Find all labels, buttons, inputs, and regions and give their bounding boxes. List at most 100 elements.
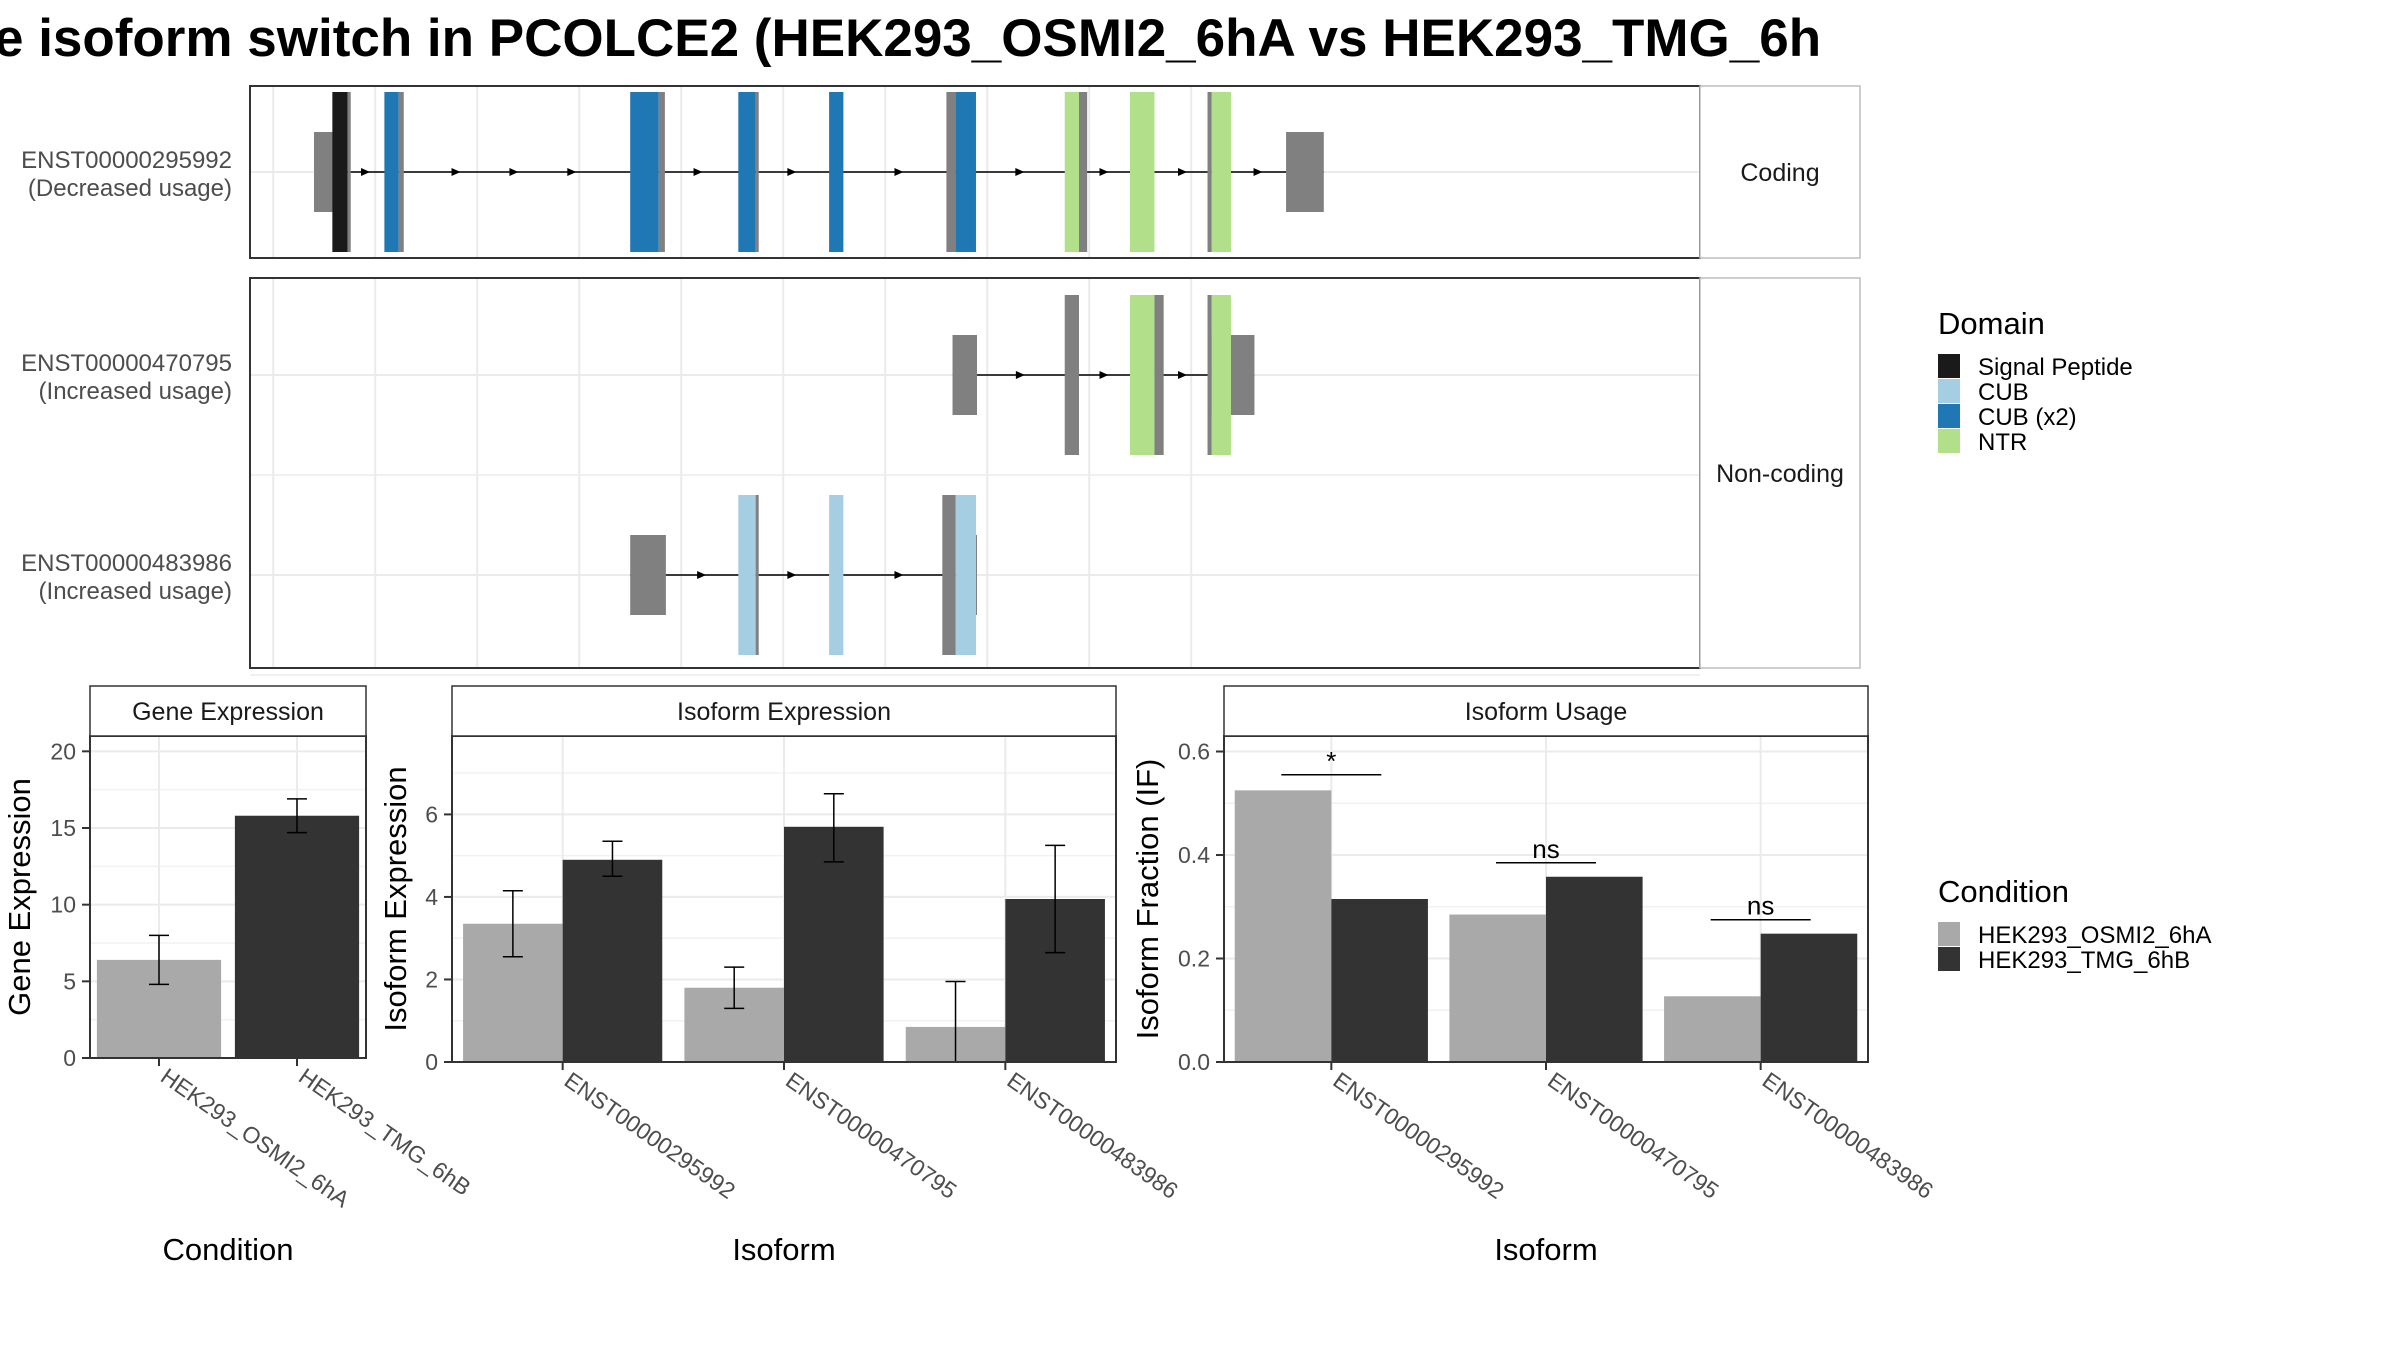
intron-arrow: [567, 168, 577, 176]
exon-noncoding-part: [1079, 92, 1088, 252]
exon-noncoding-part: [942, 495, 956, 655]
exon-block: [384, 92, 399, 252]
y-tick-label: 10: [50, 892, 76, 918]
intron-arrow: [1178, 168, 1188, 176]
significance-label: ns: [1747, 891, 1774, 921]
exon-block: [1211, 92, 1231, 252]
y-tick-label: 0: [63, 1045, 76, 1071]
legend-label: HEK293_OSMI2_6hA: [1978, 922, 2211, 949]
y-tick-label: 5: [63, 968, 76, 994]
x-tick-label: ENST00000470795: [1543, 1067, 1723, 1204]
legend-label: CUB (x2): [1978, 404, 2077, 431]
exon-block: [630, 92, 659, 252]
bar: [1234, 790, 1332, 1062]
exon-noncoding-part: [1154, 295, 1164, 455]
chart-title-strip: [451, 685, 1117, 737]
chart-title-strip: [89, 685, 367, 737]
legend-title: Domain: [1938, 306, 2045, 341]
legend-swatch: [1938, 354, 1960, 378]
exon-noncoding-part: [1207, 92, 1212, 252]
y-tick-label: 0.0: [1178, 1049, 1210, 1075]
y-tick-label: 15: [50, 815, 76, 841]
exon-noncoding-part: [946, 92, 956, 252]
legend-swatch: [1938, 379, 1960, 403]
intron-arrow: [697, 571, 707, 579]
intron-arrow: [451, 168, 461, 176]
exon-block: [829, 92, 844, 252]
legend-title: Condition: [1938, 874, 2069, 909]
exon-block: [332, 92, 348, 252]
intron-arrow: [509, 168, 519, 176]
intron-arrow: [1015, 168, 1025, 176]
y-tick-label: 0.6: [1178, 739, 1210, 765]
significance-label: *: [1326, 746, 1336, 776]
utr-block: [630, 535, 666, 615]
exon-block: [738, 92, 756, 252]
x-tick-label: ENST00000470795: [781, 1067, 961, 1204]
chart-title: Isoform Usage: [1465, 698, 1628, 726]
y-tick-label: 20: [50, 738, 76, 764]
intron-arrow: [693, 168, 703, 176]
intron-arrow: [787, 571, 797, 579]
exon-block: [955, 495, 976, 655]
intron-arrow: [1015, 371, 1025, 379]
isoform-id-label: ENST00000470795: [21, 350, 232, 377]
exon-noncoding-part: [658, 92, 665, 252]
utr-block: [952, 335, 977, 415]
exon-block: [1211, 295, 1231, 455]
facet-strip: [1699, 277, 1861, 669]
legend-swatch: [1938, 947, 1960, 971]
intron-arrow: [894, 571, 904, 579]
x-tick-label: ENST00000483986: [1002, 1067, 1182, 1204]
isoform-expression-chart: Isoform Expression 0 2 4 6 ENST00000295992 ENS…: [378, 685, 1183, 1267]
bar: [784, 826, 884, 1062]
exon-block: [738, 495, 756, 655]
y-tick-label: 0.4: [1178, 842, 1210, 868]
exon-noncoding-part: [755, 92, 759, 252]
y-tick-label: 0: [425, 1049, 438, 1075]
intron-arrow: [1253, 168, 1263, 176]
isoform-usage-label: (Increased usage): [39, 578, 232, 605]
intron-arrow: [894, 168, 904, 176]
exon-noncoding-part: [398, 92, 404, 252]
bar: [1449, 914, 1546, 1062]
y-tick-label: 4: [425, 884, 438, 910]
facet-strip: [1699, 85, 1861, 259]
legend-label: Signal Peptide: [1978, 354, 2133, 381]
bar: [1331, 899, 1428, 1062]
isoform-usage-label: (Decreased usage): [28, 175, 232, 202]
exon-block: [1064, 295, 1079, 455]
intron-arrow: [787, 168, 797, 176]
intron-arrow: [1178, 371, 1188, 379]
y-axis-title: Isoform Fraction (IF): [1130, 759, 1165, 1040]
y-tick-label: 2: [425, 966, 438, 992]
intron-arrow: [361, 168, 371, 176]
exon-block: [829, 495, 844, 655]
legend-label: CUB: [1978, 379, 2029, 406]
facet-strip-label: Coding: [1740, 159, 1819, 187]
exon-block: [1064, 92, 1079, 252]
bar: [1760, 933, 1858, 1062]
significance-label: ns: [1532, 834, 1559, 864]
y-axis-title: Isoform Expression: [378, 766, 413, 1031]
x-tick-label: ENST00000483986: [1758, 1067, 1938, 1204]
chart-title-strip: [1223, 685, 1869, 737]
intron-arrow: [1099, 371, 1109, 379]
y-tick-label: 0.2: [1178, 946, 1210, 972]
legend-swatch: [1938, 429, 1960, 453]
bar: [234, 815, 360, 1058]
isoform-usage-label: (Increased usage): [39, 378, 232, 405]
chart-title: Isoform Expression: [677, 698, 891, 726]
exon-noncoding-part: [755, 495, 759, 655]
intron-arrow: [1099, 168, 1109, 176]
bar: [562, 859, 663, 1062]
x-axis-title: Isoform: [732, 1232, 835, 1267]
y-tick-label: 6: [425, 801, 438, 827]
y-axis-title: Gene Expression: [2, 778, 37, 1016]
utr-block: [1286, 132, 1324, 212]
bar: [1546, 876, 1643, 1062]
isoform-usage-chart: * ns ns Isoform Usage 0.0 0.2 0.4 0.6 ENST000002…: [1130, 685, 1938, 1267]
